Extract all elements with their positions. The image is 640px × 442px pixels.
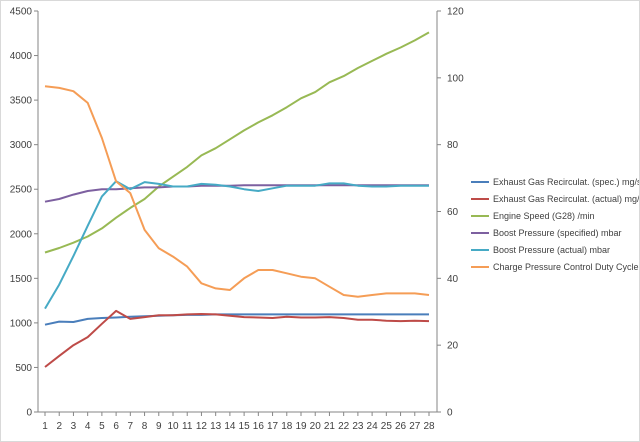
y-tick-label-right: 100 bbox=[447, 73, 464, 84]
x-tick-label: 23 bbox=[352, 421, 364, 432]
x-tick-label: 5 bbox=[99, 421, 105, 432]
x-tick-label: 20 bbox=[310, 421, 322, 432]
legend-label: Charge Pressure Control Duty Cycle % bbox=[493, 262, 639, 272]
x-tick-label: 9 bbox=[156, 421, 162, 432]
series-line-5 bbox=[44, 180, 429, 310]
x-tick-label: 3 bbox=[71, 421, 77, 432]
y-tick-label-left: 1000 bbox=[10, 318, 33, 329]
legend: Exhaust Gas Recirculat. (spec.) mg/str Ex… bbox=[471, 177, 639, 272]
x-tick-label: 18 bbox=[281, 421, 293, 432]
x-tick-label: 14 bbox=[224, 421, 236, 432]
x-tick-label: 16 bbox=[253, 421, 265, 432]
x-tick-label: 13 bbox=[210, 421, 222, 432]
x-tick-label: 1 bbox=[42, 421, 48, 432]
x-tick-label: 8 bbox=[142, 421, 148, 432]
series-line-2 bbox=[44, 309, 430, 368]
x-tick-label: 10 bbox=[167, 421, 179, 432]
x-tick-label: 7 bbox=[128, 421, 134, 432]
x-tick-label: 15 bbox=[239, 421, 251, 432]
y-tick-label-right: 40 bbox=[447, 274, 459, 285]
y-tick-label-left: 2500 bbox=[10, 185, 33, 196]
y-tick-label-right: 0 bbox=[447, 408, 453, 419]
legend-label: Exhaust Gas Recirculat. (actual) mg/str bbox=[493, 194, 639, 204]
x-tick-label: 25 bbox=[381, 421, 393, 432]
y-tick-label-left: 1500 bbox=[10, 274, 33, 285]
x-tick-label: 2 bbox=[56, 421, 62, 432]
legend-label: Boost Pressure (specified) mbar bbox=[493, 228, 622, 238]
x-tick-label: 19 bbox=[295, 421, 307, 432]
legend-label: Engine Speed (G28) /min bbox=[493, 211, 595, 221]
series-line-6 bbox=[44, 85, 430, 298]
x-tick-label: 24 bbox=[367, 421, 379, 432]
legend-label: Exhaust Gas Recirculat. (spec.) mg/str bbox=[493, 177, 639, 187]
y-tick-label-left: 2000 bbox=[10, 229, 33, 240]
legend-label: Boost Pressure (actual) mbar bbox=[493, 245, 610, 255]
x-tick-label: 26 bbox=[395, 421, 407, 432]
y-tick-label-left: 4000 bbox=[10, 51, 33, 62]
y-tick-label-right: 120 bbox=[447, 7, 464, 18]
y-tick-label-left: 500 bbox=[15, 363, 32, 374]
y-tick-label-left: 4500 bbox=[10, 7, 33, 18]
x-tick-label: 22 bbox=[338, 421, 350, 432]
y-tick-label-left: 3000 bbox=[10, 140, 33, 151]
y-tick-label-left: 3500 bbox=[10, 96, 33, 107]
y-tick-label-right: 80 bbox=[447, 140, 459, 151]
x-tick-label: 21 bbox=[324, 421, 336, 432]
x-tick-label: 17 bbox=[267, 421, 279, 432]
series-line-3 bbox=[44, 31, 430, 254]
x-tick-label: 4 bbox=[85, 421, 91, 432]
x-tick-label: 28 bbox=[423, 421, 435, 432]
x-tick-label: 27 bbox=[409, 421, 421, 432]
y-tick-label-left: 0 bbox=[26, 408, 32, 419]
x-tick-label: 6 bbox=[113, 421, 119, 432]
y-tick-label-right: 60 bbox=[447, 207, 459, 218]
x-tick-label: 11 bbox=[182, 421, 193, 432]
x-tick-label: 12 bbox=[196, 421, 208, 432]
y-tick-label-right: 20 bbox=[447, 341, 459, 352]
